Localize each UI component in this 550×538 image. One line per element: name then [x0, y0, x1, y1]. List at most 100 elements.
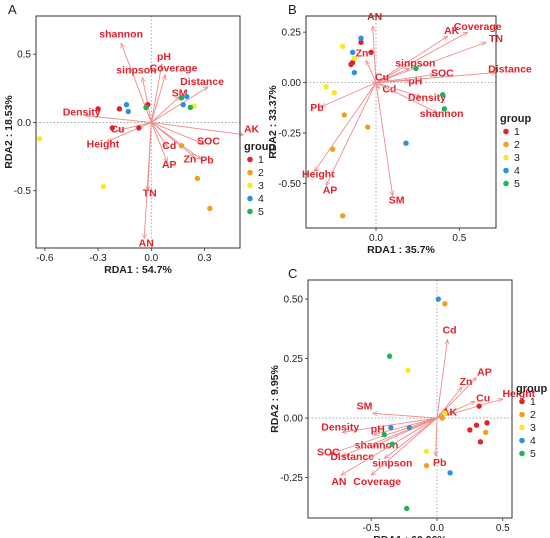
vector-an — [341, 417, 438, 475]
legend-label-2: 2 — [258, 167, 264, 179]
vector-label-pb: Pb — [200, 154, 213, 166]
vector-tn — [375, 42, 486, 84]
x-axis-label: RDA1 : 35.7% — [367, 244, 435, 256]
x-tick-label: 0.3 — [198, 253, 212, 264]
vector-height — [314, 82, 377, 172]
vector-label-shannon: shannon — [355, 440, 399, 452]
point-group-4 — [406, 424, 413, 431]
y-tick-label: -0.25 — [278, 129, 301, 140]
point-group-3 — [331, 90, 338, 96]
legend-label-5: 5 — [530, 448, 536, 460]
vector-label-ph: pH — [371, 424, 385, 436]
vector-label-height: Height — [87, 139, 120, 151]
legend-swatch-2 — [503, 141, 509, 148]
legend-swatch-3 — [519, 424, 525, 431]
vector-label-an: AN — [367, 11, 382, 23]
point-group-3 — [442, 410, 448, 416]
legend-swatch-2 — [247, 169, 253, 176]
point-group-1 — [109, 125, 115, 131]
y-ticks: 0.50 0.25 0.00 -0.25 — [280, 295, 308, 484]
vector-label-cu: Cu — [476, 392, 490, 404]
vector-label-density: Density — [408, 92, 446, 104]
point-group-5 — [439, 92, 446, 98]
point-group-5 — [389, 441, 395, 447]
vector-shannon — [121, 43, 152, 123]
vector-cd — [436, 340, 448, 419]
x-tick-label: -0.3 — [89, 253, 107, 264]
point-group-2 — [341, 112, 348, 118]
vector-label-ak: AK — [444, 25, 460, 37]
vector-cd — [150, 122, 167, 147]
y-tick-label: -0.25 — [280, 473, 303, 484]
point-group-4 — [403, 140, 409, 146]
legend-swatch-2 — [519, 411, 525, 418]
legend-label-4: 4 — [530, 435, 536, 447]
vector-label-sinpson: sinpson — [116, 64, 156, 76]
vector-label-shannon: shannon — [99, 28, 143, 40]
vector-label-sm: SM — [172, 88, 188, 100]
vector-an — [144, 122, 152, 238]
legend-swatch-4 — [503, 167, 509, 174]
vector-ph — [150, 64, 162, 123]
point-group-5 — [386, 353, 393, 359]
vector-label-pb: Pb — [310, 102, 323, 114]
y-tick-label: 0.50 — [284, 295, 304, 306]
point-group-1 — [116, 106, 123, 112]
x-axis-label: RDA1 : 60.96% — [373, 534, 447, 538]
vector-label-sm: SM — [389, 195, 405, 207]
vector-label-an: AN — [331, 476, 346, 488]
vector-distance — [342, 417, 438, 456]
point-group-5 — [404, 505, 410, 512]
vector-an — [373, 26, 377, 83]
vector-label-ap: AP — [162, 159, 177, 171]
vector-label-coverage: Coverage — [353, 476, 401, 488]
y-tick-label: -0.50 — [278, 179, 301, 190]
legend-title: group — [500, 113, 531, 125]
vector-sinpson — [375, 68, 409, 84]
point-group-1 — [476, 403, 482, 409]
point-group-5 — [381, 432, 388, 438]
panel-letter: B — [288, 2, 297, 17]
point-group-2 — [364, 124, 371, 130]
legend-swatch-5 — [503, 180, 509, 187]
vector-label-zn: Zn — [183, 154, 196, 166]
legend-swatch-5 — [247, 208, 253, 215]
point-group-4 — [435, 296, 441, 302]
legend-swatch-3 — [503, 154, 509, 161]
legend-label-2: 2 — [530, 409, 536, 421]
plot-frame — [305, 15, 497, 229]
vector-soc — [151, 122, 204, 144]
legend-swatch-5 — [519, 450, 525, 457]
point-group-2 — [423, 462, 430, 469]
vector-ak — [375, 36, 448, 84]
point-group-3 — [339, 43, 346, 49]
vector-distance — [375, 73, 496, 84]
x-tick-label: 0.0 — [369, 233, 383, 244]
vector-label-zn: Zn — [460, 376, 473, 388]
vector-label-an: AN — [139, 237, 154, 249]
vector-label-distance: Distance — [488, 64, 532, 76]
point-group-4 — [351, 69, 358, 76]
point-group-1 — [467, 427, 473, 433]
x-ticks: -0.5 0.0 0.5 — [363, 518, 510, 534]
point-group-1 — [136, 125, 142, 131]
point-group-4 — [388, 424, 394, 431]
y-ticks: 0.25 0.00 -0.25 -0.50 — [278, 28, 306, 190]
legend-swatch-1 — [519, 398, 525, 405]
vector-pb — [436, 418, 437, 456]
vector-label-soc: SOC — [317, 447, 340, 459]
vector-shannon — [375, 82, 438, 114]
y-tick-label: 0.00 — [284, 414, 304, 425]
vector-label-ph: pH — [157, 51, 171, 63]
point-group-4 — [447, 470, 453, 476]
legend-label-3: 3 — [530, 422, 536, 434]
vector-zn — [151, 122, 194, 156]
vector-height — [436, 399, 503, 419]
legend-label-5: 5 — [514, 178, 520, 190]
x-ticks: 0.0 0.5 — [369, 228, 467, 244]
panel-letter: A — [8, 2, 17, 17]
x-tick-label: -0.6 — [36, 253, 54, 264]
point-group-4 — [184, 93, 190, 100]
